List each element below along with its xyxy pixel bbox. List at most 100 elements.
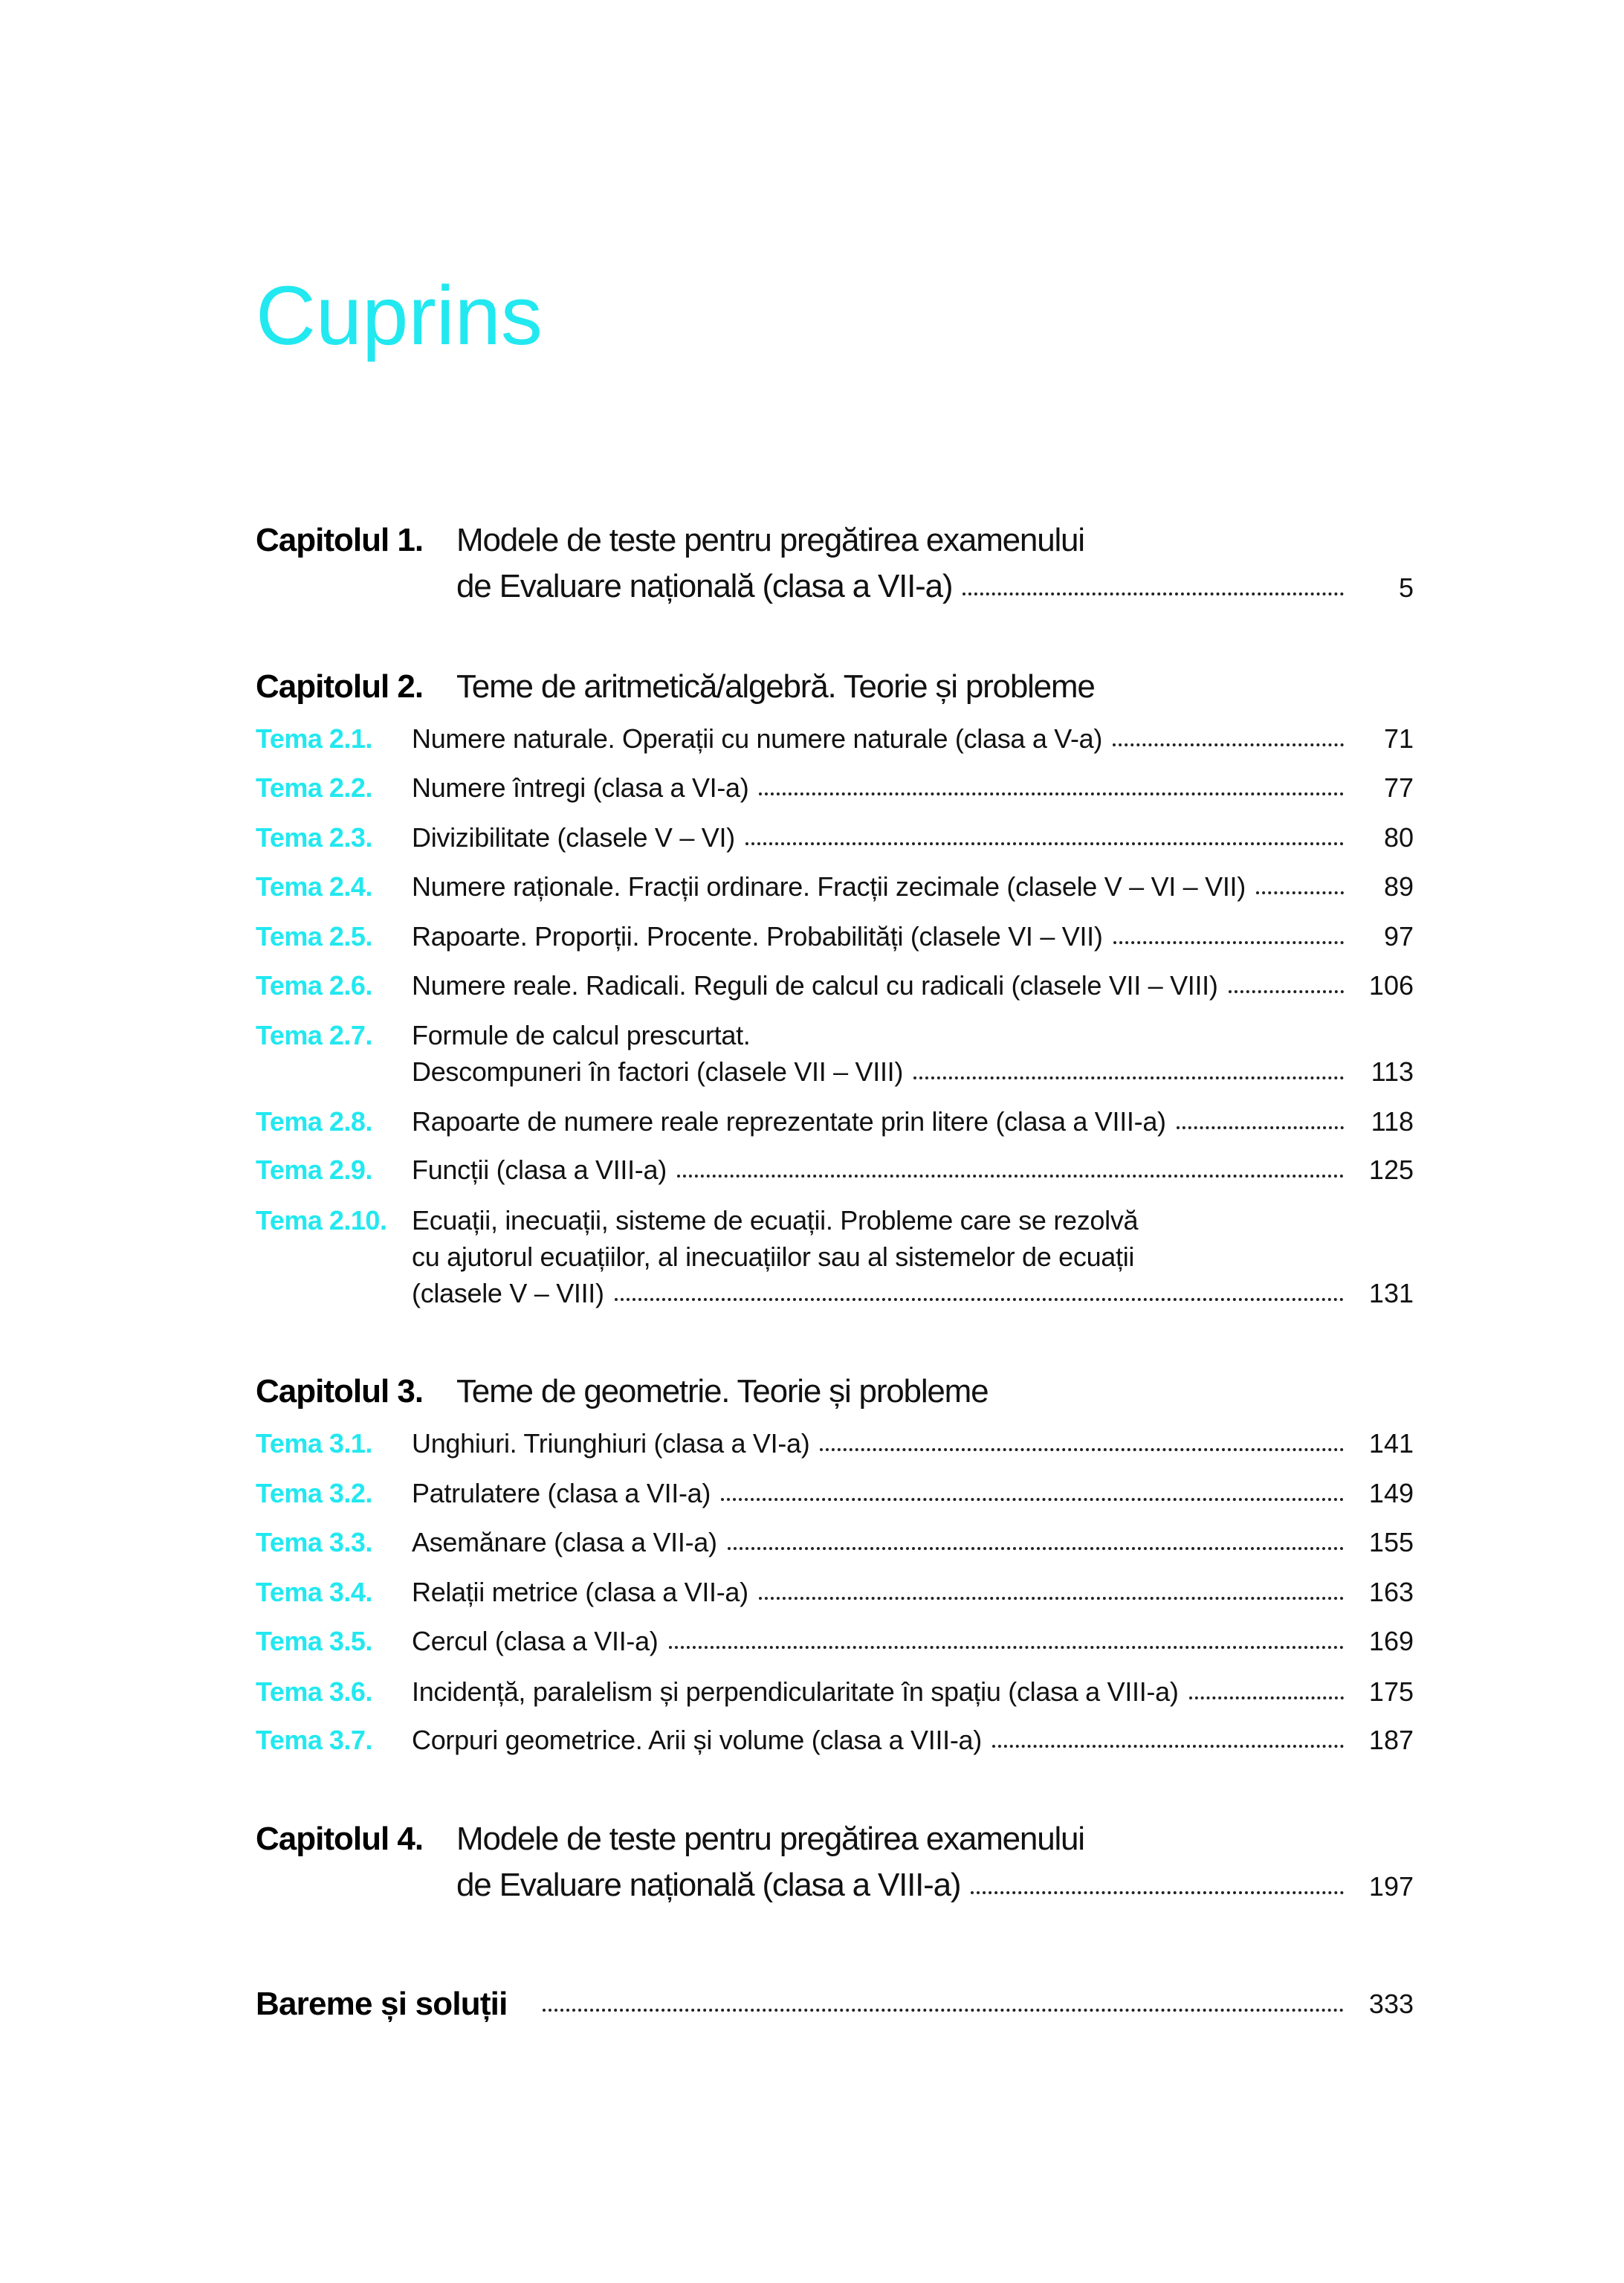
page-number: 118: [1371, 1106, 1414, 1137]
topic-title: Cercul (clasa a VII-a): [412, 1626, 659, 1656]
page-number: 333: [1368, 1989, 1414, 2019]
toc-chapter-2[interactable]: Capitolul 2. Teme de aritmetică/algebră.…: [256, 664, 1414, 710]
page-number: 89: [1383, 871, 1414, 902]
toc-topic-2-6[interactable]: Tema 2.6. Numere reale. Radicali. Reguli …: [256, 967, 1414, 1004]
page-number: 125: [1368, 1155, 1414, 1185]
dot-leader: [1176, 1126, 1344, 1129]
topic-title: Numere raționale. Fracții ordinare. Frac…: [412, 871, 1246, 902]
topic-title: Divizibilitate (clasele V – VI): [412, 822, 735, 853]
dot-leader: [913, 1076, 1344, 1079]
topic-title: Rapoarte de numere reale reprezentate pr…: [412, 1106, 1166, 1137]
chapter-label: Capitolul 1.: [256, 522, 424, 558]
toc-topic-3-4[interactable]: Tema 3.4. Relații metrice (clasa a VII-a)…: [256, 1574, 1414, 1610]
topic-title: Relații metrice (clasa a VII-a): [412, 1577, 748, 1607]
page-title: Cuprins: [256, 269, 543, 362]
toc-topic-2-7[interactable]: Tema 2.7. Formule de calcul prescurtat. De…: [256, 1017, 1414, 1090]
page-number: 131: [1368, 1278, 1414, 1308]
toc-topic-2-5[interactable]: Tema 2.5. Rapoarte. Proporții. Procente. …: [256, 918, 1414, 955]
dot-leader: [758, 1597, 1344, 1600]
topic-label: Tema 2.3.: [256, 822, 372, 853]
page-number: 5: [1398, 572, 1414, 603]
page-number: 187: [1368, 1725, 1414, 1755]
dot-leader: [759, 792, 1344, 795]
topic-title: Numere întregi (clasa a VI-a): [412, 772, 749, 803]
toc-topic-2-4[interactable]: Tema 2.4. Numere raționale. Fracții ordin…: [256, 868, 1414, 905]
topic-title: Formule de calcul prescurtat.: [412, 1020, 751, 1050]
chapter-title: Teme de aritmetică/algebră. Teorie și pr…: [456, 668, 1096, 705]
topic-title: (clasele V – VIII): [412, 1278, 604, 1308]
chapter-label: Capitolul 4.: [256, 1821, 424, 1857]
page-number: 97: [1383, 921, 1414, 952]
toc-topic-2-8[interactable]: Tema 2.8. Rapoarte de numere reale reprez…: [256, 1103, 1414, 1140]
topic-label: Tema 3.3.: [256, 1527, 372, 1557]
topic-title: Asemănare (clasa a VII-a): [412, 1527, 717, 1557]
page-number: 113: [1371, 1056, 1414, 1087]
page-number: 106: [1368, 970, 1414, 1001]
topic-label: Tema 2.8.: [256, 1106, 372, 1137]
chapter-title: de Evaluare națională (clasa a VIII-a): [456, 1867, 962, 1903]
toc-chapter-4[interactable]: Capitolul 4. Modele de teste pentru preg…: [256, 1816, 1414, 1910]
toc-chapter-1[interactable]: Capitolul 1. Modele de teste pentru preg…: [256, 517, 1414, 611]
page-number: 197: [1368, 1871, 1414, 1902]
topic-label: Tema 2.1.: [256, 723, 372, 754]
page-number: 71: [1383, 723, 1414, 754]
topic-title: Numere reale. Radicali. Reguli de calcul…: [412, 970, 1218, 1001]
page-number: 169: [1368, 1626, 1414, 1656]
topic-label: Tema 3.1.: [256, 1428, 372, 1459]
topic-title: Descompuneri în factori (clasele VII – V…: [412, 1056, 904, 1087]
topic-label: Tema 3.4.: [256, 1577, 372, 1607]
dot-leader: [614, 1298, 1344, 1301]
toc-topic-2-10[interactable]: Tema 2.10. Ecuații, inecuații, sisteme de…: [256, 1202, 1414, 1311]
topic-title: Incidență, paralelism și perpendicularit…: [412, 1676, 1179, 1707]
topic-title: Rapoarte. Proporții. Procente. Probabili…: [412, 921, 1103, 952]
dot-leader: [745, 842, 1344, 845]
toc-topic-3-6[interactable]: Tema 3.6. Incidență, paralelism și perpen…: [256, 1673, 1414, 1710]
topic-label: Tema 2.4.: [256, 871, 372, 902]
toc-topic-3-7[interactable]: Tema 3.7. Corpuri geometrice. Arii și vol…: [256, 1722, 1414, 1758]
dot-leader: [1188, 1696, 1344, 1699]
dot-leader: [543, 2009, 1344, 2012]
chapter-label: Capitolul 3.: [256, 1373, 424, 1409]
topic-label: Tema 2.7.: [256, 1020, 372, 1050]
topic-title: Unghiuri. Triunghiuri (clasa a VI-a): [412, 1428, 810, 1459]
topic-label: Tema 2.6.: [256, 970, 372, 1001]
dot-leader: [991, 1745, 1344, 1748]
dot-leader: [1228, 990, 1344, 993]
page-number: 149: [1368, 1478, 1414, 1508]
toc-topic-3-1[interactable]: Tema 3.1. Unghiuri. Triunghiuri (clasa a …: [256, 1425, 1414, 1462]
dot-leader: [963, 592, 1344, 595]
toc-chapter-3[interactable]: Capitolul 3. Teme de geometrie. Teorie ș…: [256, 1369, 1414, 1415]
toc-topic-2-9[interactable]: Tema 2.9. Funcții (clasa a VIII-a) 125: [256, 1152, 1414, 1188]
topic-title: Ecuații, inecuații, sisteme de ecuații. …: [412, 1205, 1139, 1236]
topic-title: Funcții (clasa a VIII-a): [412, 1155, 667, 1185]
page-number: 141: [1368, 1428, 1414, 1459]
topic-label: Tema 3.6.: [256, 1676, 372, 1707]
topic-title: Patrulatere (clasa a VII-a): [412, 1478, 711, 1508]
toc-topic-3-3[interactable]: Tema 3.3. Asemănare (clasa a VII-a) 155: [256, 1524, 1414, 1560]
page-number: 155: [1368, 1527, 1414, 1557]
topic-label: Tema 2.2.: [256, 772, 372, 803]
topic-label: Tema 3.5.: [256, 1626, 372, 1656]
topic-label: Tema 3.2.: [256, 1478, 372, 1508]
page-number: 77: [1383, 772, 1414, 803]
toc-topic-2-2[interactable]: Tema 2.2. Numere întregi (clasa a VI-a) 77: [256, 769, 1414, 806]
chapter-title: Teme de geometrie. Teorie și probleme: [456, 1373, 989, 1409]
topic-label: Tema 2.5.: [256, 921, 372, 952]
dot-leader: [1113, 941, 1344, 944]
toc-topic-2-3[interactable]: Tema 2.3. Divizibilitate (clasele V – VI)…: [256, 819, 1414, 856]
toc-topic-2-1[interactable]: Tema 2.1. Numere naturale. Operații cu nu…: [256, 720, 1414, 757]
dot-leader: [1255, 891, 1344, 894]
toc-topic-3-5[interactable]: Tema 3.5. Cercul (clasa a VII-a) 169: [256, 1623, 1414, 1659]
topic-label: Tema 2.10.: [256, 1205, 387, 1236]
dot-leader: [668, 1646, 1344, 1649]
toc-topic-3-2[interactable]: Tema 3.2. Patrulatere (clasa a VII-a) 149: [256, 1475, 1414, 1511]
dot-leader: [1113, 743, 1344, 746]
topic-label: Tema 3.7.: [256, 1725, 372, 1755]
page-number: 163: [1368, 1577, 1414, 1607]
dot-leader: [727, 1547, 1344, 1550]
topic-title: Numere naturale. Operații cu numere natu…: [412, 723, 1103, 754]
chapter-label: Capitolul 2.: [256, 668, 424, 705]
chapter-title: de Evaluare națională (clasa a VII-a): [456, 568, 954, 604]
toc-solutions[interactable]: Bareme și soluții 333: [256, 1981, 1414, 2027]
solutions-label: Bareme și soluții: [256, 1986, 508, 2022]
